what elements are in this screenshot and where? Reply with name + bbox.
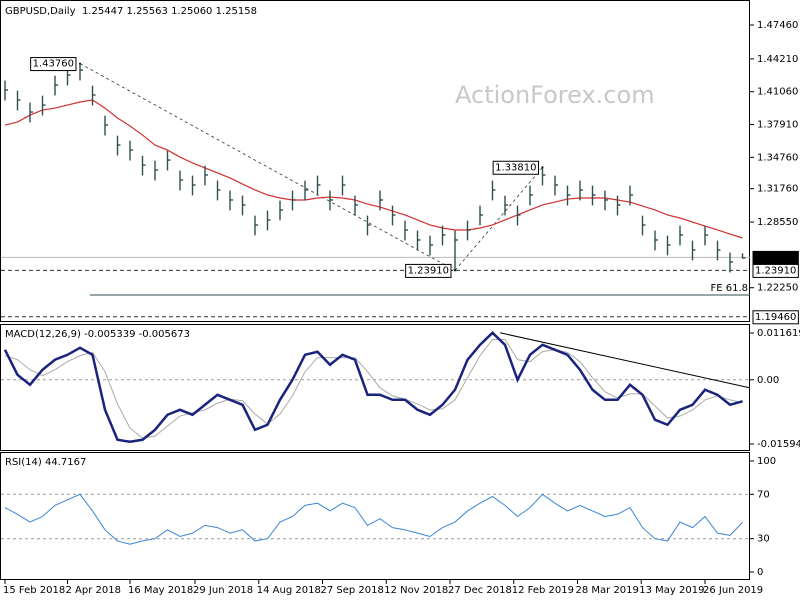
y-tick-label: 0.00 — [757, 375, 779, 386]
rsi-title: RSI(14) 44.7167 — [5, 457, 86, 468]
y-tick-label: 1.34760 — [757, 152, 798, 163]
x-tick-label: 2 Apr 2018 — [66, 585, 121, 596]
x-tick-label: 14 Aug 2018 — [257, 585, 321, 596]
label-box — [752, 310, 799, 325]
level-label: 1.33810 — [495, 162, 536, 173]
x-tick-label: 27 Sep 2018 — [321, 585, 384, 596]
y-tick-label: 0 — [757, 567, 763, 578]
level-label: 1.23910 — [408, 265, 449, 276]
indicator-line — [3, 331, 743, 444]
y-tick-label: 0.011619 — [757, 328, 800, 339]
x-tick-label: 12 Nov 2018 — [384, 585, 448, 596]
x-tick-label: 26 Jun 2019 — [703, 585, 763, 596]
y-tick-label: -0.015949 — [757, 439, 800, 450]
price-panel — [0, 0, 750, 322]
level-label: 1.43760 — [33, 59, 74, 70]
rsi-panel — [0, 452, 750, 580]
annotation-point — [79, 62, 81, 65]
x-tick-label: 29 Jun 2018 — [193, 585, 253, 596]
y-tick-label: 30 — [757, 534, 770, 545]
y-tick-label: 1.47460 — [757, 20, 798, 31]
y-tick-label: 1.28550 — [757, 217, 798, 228]
watermark: ActionForex.com — [455, 81, 655, 109]
fe-label: FE 61.8 — [710, 283, 748, 294]
level-label: 1.25158 — [755, 252, 796, 263]
label-box — [30, 57, 77, 72]
trendline — [499, 332, 751, 389]
label-box — [405, 263, 452, 278]
macd-title: MACD(12,26,9) -0.005339 -0.005673 — [5, 329, 190, 340]
chart-info: 1.25447 1.25563 1.25060 1.25158 — [82, 6, 257, 17]
y-tick-label: 1.22250 — [757, 283, 798, 294]
y-tick-label: 1.41060 — [757, 87, 798, 98]
label-box — [752, 263, 799, 278]
trendline — [79, 63, 456, 271]
moving-average — [4, 99, 743, 239]
y-tick-label: 100 — [757, 456, 776, 467]
level-label: 1.19460 — [755, 312, 796, 323]
x-tick-label: 27 Dec 2018 — [448, 585, 512, 596]
x-tick-label: 28 Mar 2019 — [576, 585, 639, 596]
x-tick-label: 12 Feb 2019 — [512, 585, 574, 596]
label-box — [492, 160, 539, 175]
annotation-point — [541, 166, 544, 169]
y-tick-label: 1.31760 — [757, 184, 798, 195]
indicator-line — [4, 339, 743, 439]
chart-title: GBPUSD,Daily — [5, 6, 76, 17]
x-tick-label: 16 May 2018 — [128, 585, 193, 596]
x-tick-label: 15 Feb 2018 — [3, 585, 65, 596]
level-label: 1.23910 — [755, 265, 796, 276]
annotation-point — [454, 269, 456, 272]
y-tick-label: 70 — [757, 489, 770, 500]
y-tick-label: 1.37910 — [757, 120, 798, 131]
trendline — [454, 166, 543, 271]
x-tick-label: 13 May 2019 — [639, 585, 704, 596]
y-tick-label: 1.44210 — [757, 54, 798, 65]
indicator-line — [4, 493, 743, 545]
